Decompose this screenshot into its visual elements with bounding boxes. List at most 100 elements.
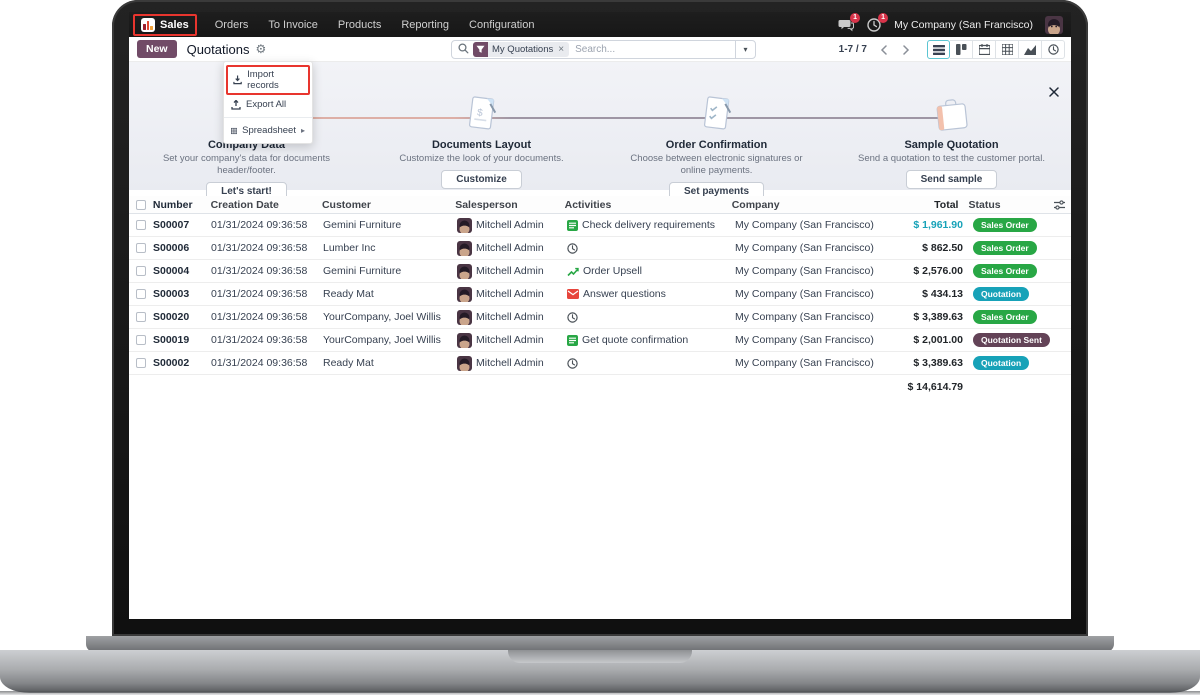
activity-cell[interactable] xyxy=(567,242,735,254)
search-bar[interactable]: My Quotations × ▾ xyxy=(451,40,756,59)
status-badge: Sales Order xyxy=(973,263,1037,279)
banner-close-icon[interactable] xyxy=(1049,84,1059,102)
salesperson-avatar xyxy=(457,355,472,371)
salesperson-avatar xyxy=(457,217,472,233)
onboarding-step-order-confirmation: Order Confirmation Choose between electr… xyxy=(599,62,834,201)
table-row[interactable]: S00007 01/31/2024 09:36:58 Gemini Furnit… xyxy=(129,214,1071,237)
header-total[interactable]: Total xyxy=(934,198,959,211)
view-calendar-button[interactable] xyxy=(973,40,996,59)
salesperson-avatar xyxy=(457,240,472,256)
top-navbar: Sales Orders To Invoice Products Reporti… xyxy=(129,12,1071,37)
import-icon xyxy=(233,75,242,85)
menu-item-export-all[interactable]: Export All xyxy=(224,95,312,114)
submenu-arrow-icon: ▸ xyxy=(300,126,305,135)
filter-chip-my-quotations[interactable]: My Quotations × xyxy=(473,42,570,57)
remove-filter-icon[interactable]: × xyxy=(558,44,565,55)
onboarding-banner: Company Data Set your company's data for… xyxy=(129,62,1071,201)
status-badge: Quotation Sent xyxy=(973,332,1050,348)
quotations-list: Number Creation Date Customer Salesperso… xyxy=(129,196,1071,399)
view-switcher xyxy=(927,40,1065,59)
messages-icon[interactable]: 1 xyxy=(838,12,861,33)
header-creation-date[interactable]: Creation Date xyxy=(210,198,279,211)
onboarding-step-documents-layout: $ Documents Layout Customize the look of… xyxy=(364,62,599,190)
table-row[interactable]: S00020 01/31/2024 09:36:58 YourCompany, … xyxy=(129,306,1071,329)
menu-item-import-records[interactable]: Import records xyxy=(226,65,310,95)
view-activity-button[interactable] xyxy=(1042,40,1065,59)
actions-dropdown-menu: Import records Export All Spreadsheet ▸ xyxy=(223,61,313,144)
row-checkbox[interactable] xyxy=(136,358,146,368)
messages-badge: 1 xyxy=(850,12,861,23)
activity-cell[interactable]: Get quote confirmation xyxy=(567,334,735,346)
screen: Sales Orders To Invoice Products Reporti… xyxy=(129,12,1071,619)
view-graph-button[interactable] xyxy=(1019,40,1042,59)
row-checkbox[interactable] xyxy=(136,312,146,322)
activities-badge: 1 xyxy=(878,12,889,23)
export-icon xyxy=(231,99,241,110)
onboarding-step-sample-quotation: Sample Quotation Send a quotation to tes… xyxy=(834,62,1069,190)
clock-icon xyxy=(567,242,578,254)
svg-text:$: $ xyxy=(476,107,483,119)
view-pivot-button[interactable] xyxy=(996,40,1019,59)
new-button[interactable]: New xyxy=(137,40,177,58)
user-avatar[interactable] xyxy=(1045,15,1063,34)
tasks-icon xyxy=(567,334,578,346)
nav-item-orders[interactable]: Orders xyxy=(214,18,249,31)
send-sample-button[interactable]: Send sample xyxy=(905,169,998,189)
header-activities[interactable]: Activities xyxy=(564,198,612,211)
laptop-hinge xyxy=(86,636,1114,652)
sales-app-icon xyxy=(141,17,155,32)
row-checkbox[interactable] xyxy=(136,289,146,299)
table-row[interactable]: S00019 01/31/2024 09:36:58 YourCompany, … xyxy=(129,329,1071,352)
sample-quotation-icon xyxy=(933,95,971,133)
control-bar: New Quotations ⚙ My Quotations × ▾ 1-7 xyxy=(129,37,1071,62)
nav-item-configuration[interactable]: Configuration xyxy=(469,18,535,31)
pagination-range: 1-7 / 7 xyxy=(838,44,867,55)
activity-cell[interactable]: Answer questions xyxy=(567,288,735,300)
progress-line xyxy=(259,117,959,119)
activity-cell[interactable]: Order Upsell xyxy=(567,265,735,277)
activity-cell[interactable] xyxy=(567,357,735,369)
table-row[interactable]: S00003 01/31/2024 09:36:58 Ready Mat Mit… xyxy=(129,283,1071,306)
header-number[interactable]: Number xyxy=(152,198,193,211)
company-switcher[interactable]: My Company (San Francisco) xyxy=(894,18,1033,31)
pager-previous-button[interactable] xyxy=(875,41,893,59)
view-list-button[interactable] xyxy=(927,40,950,59)
app-menu-sales[interactable]: Sales xyxy=(133,13,197,36)
nav-item-products[interactable]: Products xyxy=(337,18,382,31)
search-icon xyxy=(458,41,469,59)
nav-item-to-invoice[interactable]: To Invoice xyxy=(268,18,318,31)
activities-clock-icon[interactable]: 1 xyxy=(866,12,889,33)
clock-icon xyxy=(567,357,578,369)
table-footer-row: $ 14,614.79 xyxy=(129,375,1071,399)
nav-item-reporting[interactable]: Reporting xyxy=(401,18,450,31)
activity-cell[interactable] xyxy=(567,311,735,323)
row-checkbox[interactable] xyxy=(136,220,146,230)
row-checkbox[interactable] xyxy=(136,243,146,253)
menu-divider xyxy=(224,117,312,118)
laptop-notch xyxy=(508,650,692,663)
row-checkbox[interactable] xyxy=(136,266,146,276)
search-input[interactable] xyxy=(569,44,735,55)
header-company[interactable]: Company xyxy=(731,198,780,211)
optional-columns-icon[interactable] xyxy=(1054,199,1071,210)
header-status[interactable]: Status xyxy=(968,198,1001,211)
table-row[interactable]: S00006 01/31/2024 09:36:58 Lumber Inc Mi… xyxy=(129,237,1071,260)
chart-icon xyxy=(567,267,579,276)
status-badge: Quotation xyxy=(973,286,1030,302)
table-row[interactable]: S00002 01/31/2024 09:36:58 Ready Mat Mit… xyxy=(129,352,1071,375)
header-customer[interactable]: Customer xyxy=(321,198,371,211)
salesperson-avatar xyxy=(457,309,472,325)
menu-item-spreadsheet[interactable]: Spreadsheet ▸ xyxy=(224,121,312,140)
row-checkbox[interactable] xyxy=(136,335,146,345)
search-dropdown-caret-icon[interactable]: ▾ xyxy=(735,41,755,58)
select-all-checkbox[interactable] xyxy=(135,199,146,210)
customize-button[interactable]: Customize xyxy=(441,169,522,189)
view-kanban-button[interactable] xyxy=(950,40,973,59)
header-salesperson[interactable]: Salesperson xyxy=(455,198,518,211)
salesperson-avatar xyxy=(457,286,472,302)
status-badge: Sales Order xyxy=(973,240,1037,256)
pager-next-button[interactable] xyxy=(897,41,915,59)
activity-cell[interactable]: Check delivery requirements xyxy=(567,219,735,231)
table-row[interactable]: S00004 01/31/2024 09:36:58 Gemini Furnit… xyxy=(129,260,1071,283)
actions-gear-icon[interactable]: ⚙ xyxy=(255,42,267,56)
